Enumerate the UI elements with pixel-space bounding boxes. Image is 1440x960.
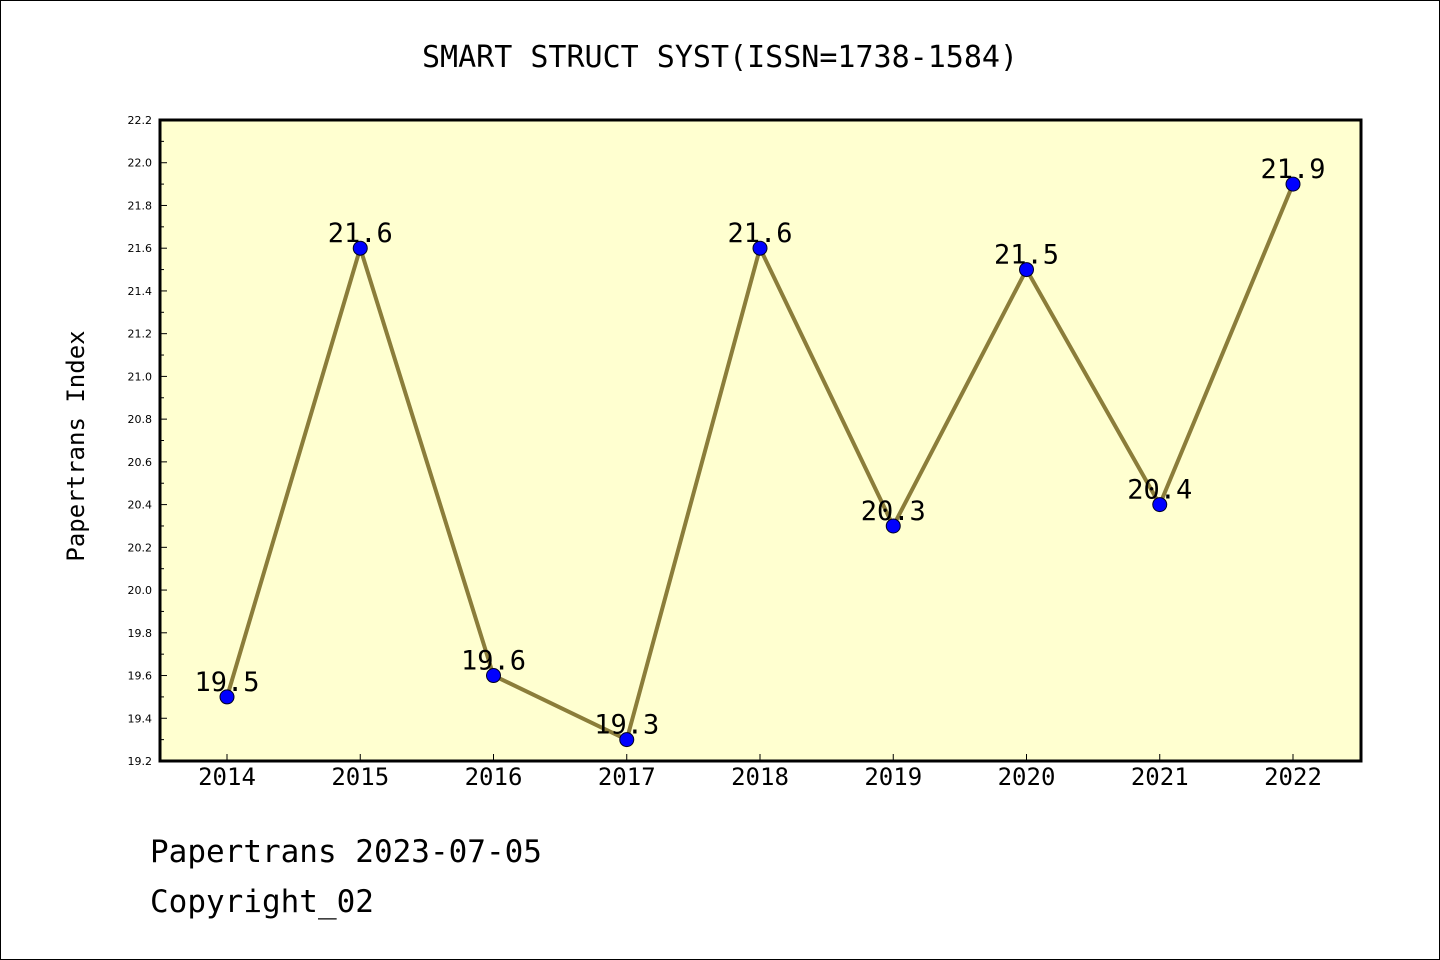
y-tick-label: 21.6	[128, 242, 153, 255]
x-tick-label: 2017	[598, 763, 656, 791]
y-tick-label: 20.0	[128, 584, 153, 597]
data-point-marker	[885, 518, 901, 534]
data-label: 21.5	[994, 240, 1059, 271]
y-tick-label: 22.0	[128, 157, 153, 170]
data-label: 21.6	[328, 218, 393, 249]
y-tick-label: 22.2	[128, 114, 153, 127]
y-tick-label: 19.4	[128, 712, 153, 725]
x-tick-label: 2020	[998, 763, 1056, 791]
y-tick-label: 19.2	[128, 755, 153, 768]
data-point-marker	[1285, 176, 1301, 192]
x-tick-label: 2018	[731, 763, 789, 791]
data-label: 20.4	[1127, 475, 1192, 506]
x-tick-label: 2022	[1264, 763, 1322, 791]
data-point-marker	[752, 240, 768, 256]
y-tick-label: 20.4	[128, 499, 153, 512]
data-labels: 19.5 21.6 19.6 19.3 21.6 20.3 21.5 20.4 21.9	[194, 154, 1325, 741]
y-tick-label: 20.6	[128, 456, 153, 469]
x-tick-label: 2016	[465, 763, 523, 791]
y-tick-label: 19.6	[128, 670, 153, 683]
x-tick-label: 2015	[331, 763, 389, 791]
data-point-marker	[619, 732, 635, 748]
y-tick-label: 21.0	[128, 370, 153, 383]
x-tick-label: 2019	[864, 763, 922, 791]
footer-date: Papertrans 2023-07-05	[150, 834, 542, 870]
data-points	[219, 176, 1301, 748]
chart-title: SMART STRUCT SYST(ISSN=1738-1584)	[422, 40, 1018, 75]
y-tick-label: 21.8	[128, 199, 153, 212]
y-axis-label: Papertrans Index	[62, 330, 90, 561]
footer-copyright: Copyright_02	[150, 884, 374, 920]
data-label: 21.6	[727, 218, 792, 249]
data-label: 21.9	[1260, 154, 1325, 185]
data-label: 20.3	[861, 496, 926, 527]
y-tick-label: 21.2	[128, 328, 153, 341]
y-tick-label: 20.2	[128, 541, 153, 554]
data-label: 19.6	[461, 646, 526, 677]
y-tick-label: 20.8	[128, 413, 153, 426]
x-tick-label: 2021	[1131, 763, 1189, 791]
y-axis: 19.2 19.4 19.6 19.8 20.0 20.2 20.4 20.6 20.8 21.0…	[128, 114, 167, 768]
data-point-marker	[486, 668, 501, 684]
y-tick-label: 19.8	[128, 627, 153, 640]
data-point-marker	[1152, 497, 1168, 513]
data-point-marker	[352, 240, 368, 256]
data-label: 19.3	[594, 710, 659, 741]
x-tick-label: 2014	[198, 763, 256, 791]
x-axis: 2014 2015 2016 2017 2018 2019 2020 2021 2022	[198, 754, 1322, 791]
data-point-marker	[219, 689, 235, 705]
data-label: 19.5	[194, 667, 259, 698]
plot-area	[158, 118, 1363, 763]
data-point-marker	[1019, 262, 1034, 278]
y-tick-label: 21.4	[128, 285, 153, 298]
